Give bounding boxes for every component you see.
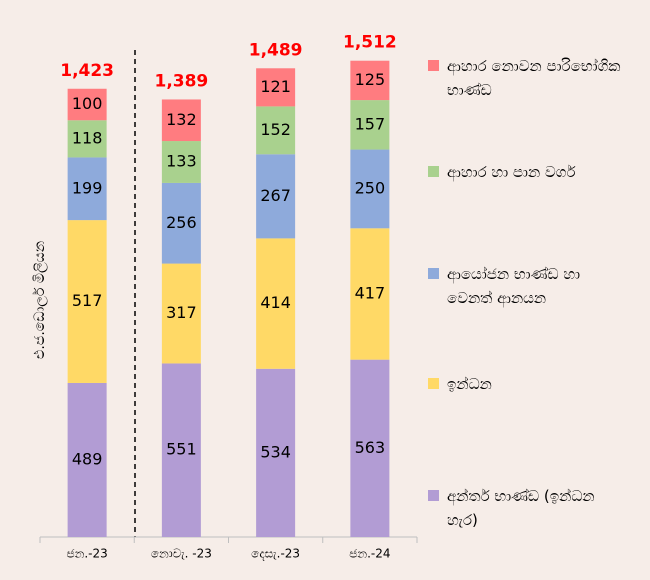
- data-label: 551: [166, 440, 197, 459]
- bar-segment: [67, 88, 107, 121]
- data-label: 267: [260, 186, 291, 205]
- data-label: 199: [72, 178, 103, 197]
- total-label: 1,389: [154, 71, 208, 91]
- x-tick-label: නොවැ. -23: [151, 547, 212, 561]
- data-label: 157: [355, 114, 386, 133]
- data-label: 317: [166, 303, 197, 322]
- bar-segment: [161, 263, 201, 364]
- data-label: 414: [260, 293, 291, 312]
- bar-segment: [67, 120, 107, 158]
- x-tick-label: ජන.-23: [66, 547, 107, 561]
- total-label: 1,489: [249, 40, 303, 60]
- x-tick-label: ජන.-24: [349, 547, 390, 561]
- bar-segment: [256, 238, 296, 369]
- legend-swatch: [428, 268, 439, 279]
- data-label: 121: [260, 77, 291, 96]
- legend-swatch: [428, 378, 439, 389]
- bar-segment: [67, 220, 107, 383]
- legend-item: ආහාර හා පාන වර්ග: [428, 160, 628, 184]
- legend-swatch: [428, 60, 439, 71]
- legend-label: අන්තර් භාණ්ඩ (ඉන්ධන හැර): [447, 487, 595, 529]
- total-label: 1,423: [60, 61, 114, 81]
- bar-segment: [256, 106, 296, 155]
- data-label: 517: [72, 291, 103, 310]
- legend-label: ඉන්ධන: [447, 375, 492, 393]
- bar-segment: [161, 99, 201, 142]
- bar-segment: [350, 228, 390, 360]
- legend-item: අන්තර් භාණ්ඩ (ඉන්ධන හැර): [428, 484, 628, 532]
- data-label: 417: [355, 283, 386, 302]
- data-label: 132: [166, 110, 197, 129]
- bar-segment: [161, 363, 201, 537]
- bar-segment: [161, 182, 201, 264]
- total-label: 1,512: [343, 33, 397, 53]
- data-label: 133: [166, 151, 197, 170]
- bar-segment: [256, 68, 296, 107]
- data-label: 256: [166, 213, 197, 232]
- bar-segment: [350, 100, 390, 150]
- legend-label: ආයෝජන භාණ්ඩ හා වෙනත් ආනයන: [447, 265, 581, 307]
- data-label: 563: [355, 438, 386, 457]
- data-label: 250: [355, 178, 386, 197]
- bar-segment: [161, 141, 201, 183]
- y-axis-label: එ.ජ.ඩොලර් මිලියන: [32, 241, 48, 359]
- data-label: 100: [72, 94, 103, 113]
- data-label: 118: [72, 128, 103, 147]
- x-tick-label: දෙසැ.-23: [251, 547, 300, 561]
- legend-label: ආහාර හා පාන වර්ග: [447, 163, 576, 181]
- data-label: 489: [72, 449, 103, 468]
- bar-segment: [350, 149, 390, 229]
- bar-segment: [350, 359, 390, 537]
- data-label: 125: [355, 70, 386, 89]
- data-label: 534: [260, 442, 291, 461]
- legend-item: ආහාර නොවන පාරිභෝගික භාණ්ඩ: [428, 54, 628, 102]
- bar-segment: [350, 60, 390, 101]
- legend-label: ආහාර නොවන පාරිභෝගික භාණ්ඩ: [447, 57, 621, 99]
- bar-segment: [256, 154, 296, 239]
- legend-swatch: [428, 490, 439, 501]
- data-label: 152: [260, 120, 291, 139]
- legend-item: ආයෝජන භාණ්ඩ හා වෙනත් ආනයන: [428, 262, 628, 310]
- bar-segment: [256, 368, 296, 537]
- legend-item: ඉන්ධන: [428, 372, 628, 396]
- legend-swatch: [428, 166, 439, 177]
- bar-segment: [67, 157, 107, 221]
- bar-segment: [67, 382, 107, 537]
